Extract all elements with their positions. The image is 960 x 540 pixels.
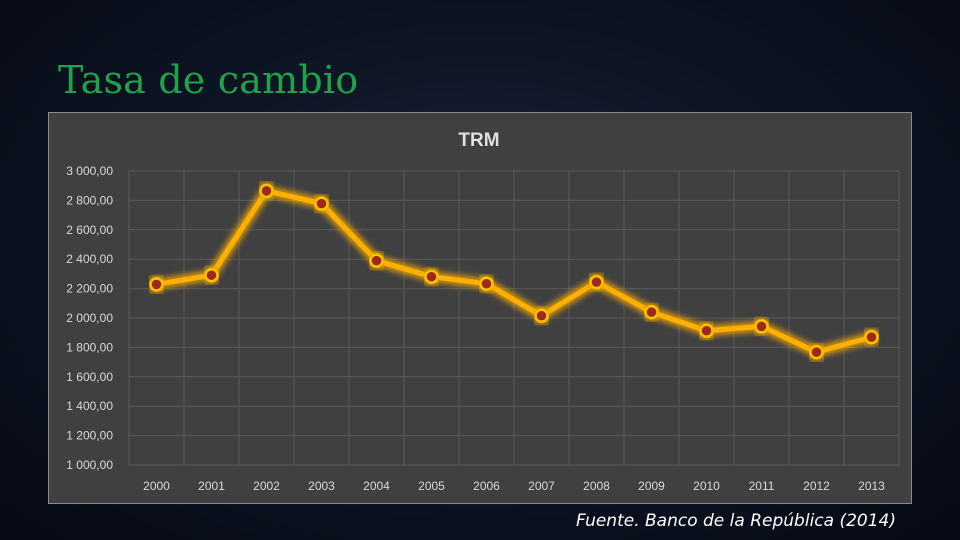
x-tick-label: 2013: [858, 479, 885, 493]
x-tick-label: 2009: [638, 479, 665, 493]
y-tick-label: 1 200,00: [66, 429, 113, 443]
data-point: [534, 308, 549, 324]
data-point: [314, 196, 329, 211]
y-tick-label: 1 600,00: [66, 370, 113, 384]
source-note: Fuente. Banco de la República (2014): [575, 511, 896, 531]
data-point: [589, 274, 604, 290]
y-tick-label: 2 600,00: [66, 223, 113, 237]
data-point: [644, 304, 659, 320]
y-tick-label: 2 400,00: [66, 252, 113, 266]
x-tick-label: 2002: [253, 479, 280, 493]
data-point: [699, 323, 714, 339]
y-tick-label: 2 000,00: [66, 311, 113, 325]
trm-line-chart: TRM 1 000,00 1 200,00 1 400,00 1 600,00 1 80…: [66, 130, 900, 493]
y-tick-label: 1 800,00: [66, 340, 113, 354]
x-tick-label: 2011: [749, 479, 775, 493]
x-tick-label: 2008: [583, 479, 610, 493]
y-tick-label: 2 800,00: [66, 193, 113, 207]
x-tick-label: 2010: [693, 479, 720, 493]
chart-title: TRM: [458, 130, 499, 151]
data-point: [204, 267, 219, 283]
x-tick-label: 2006: [473, 479, 500, 493]
y-tick-label: 2 200,00: [66, 282, 113, 296]
data-point: [809, 344, 824, 360]
x-tick-label: 2005: [418, 479, 445, 493]
x-tick-label: 2003: [308, 479, 335, 493]
series-line: [154, 188, 874, 355]
slide-title: Tasa de cambio: [58, 58, 359, 102]
data-point: [479, 276, 494, 291]
data-point: [149, 277, 164, 292]
chart-panel: TRM 1 000,00 1 200,00 1 400,00 1 600,00 1 80…: [48, 112, 912, 504]
data-point: [369, 253, 384, 268]
x-tick-label: 2007: [528, 479, 555, 493]
data-point: [754, 319, 769, 334]
x-tick-label: 2004: [363, 479, 390, 493]
x-tick-label: 2001: [198, 479, 225, 493]
y-tick-label: 1 000,00: [66, 458, 113, 472]
y-tick-label: 1 400,00: [66, 399, 113, 413]
data-point: [424, 269, 439, 284]
data-point: [864, 329, 879, 345]
x-tick-label: 2012: [803, 479, 830, 493]
data-point: [259, 183, 274, 199]
y-tick-label: 3 000,00: [66, 164, 113, 178]
x-tick-label: 2000: [143, 479, 170, 493]
